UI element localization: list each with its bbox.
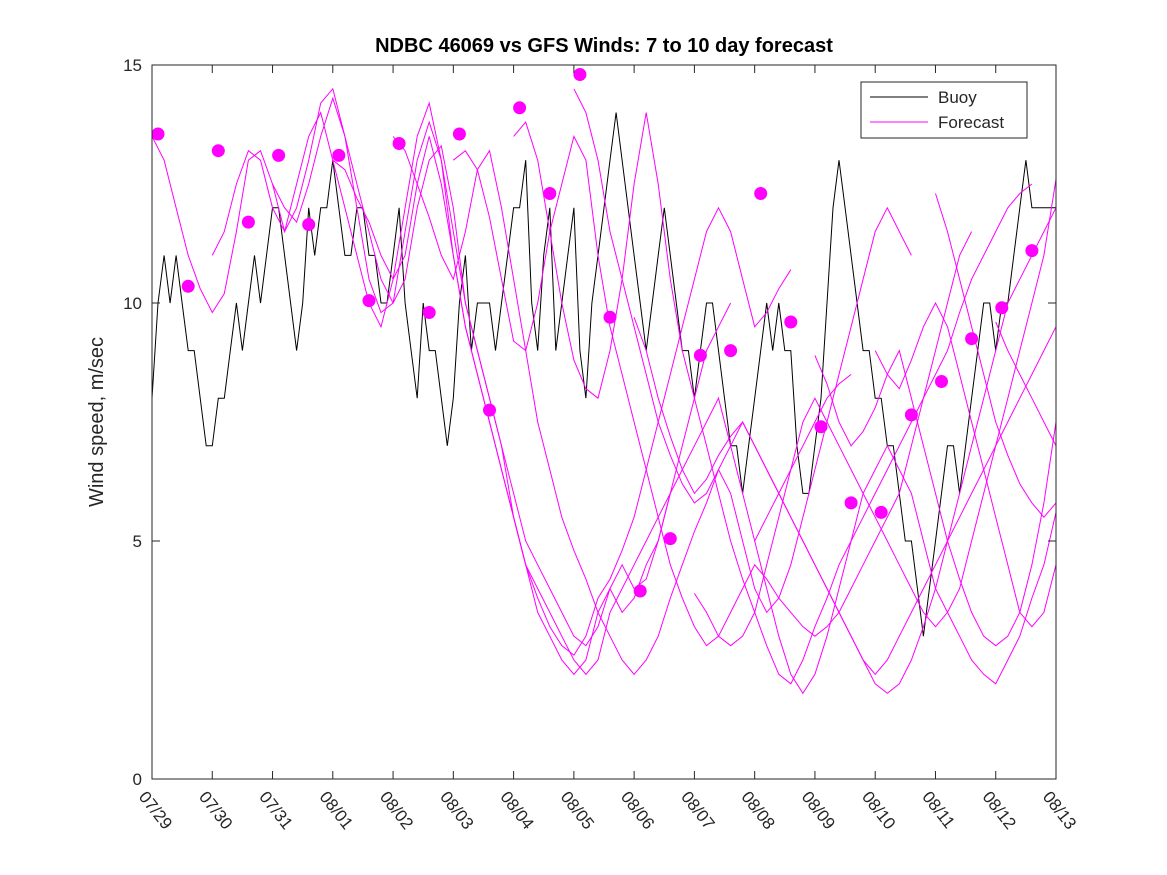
y-tick-label-15: 15 <box>123 56 142 75</box>
forecast-marker-5 <box>272 148 286 162</box>
forecast-marker-23 <box>814 420 828 434</box>
y-tick-label-10: 10 <box>123 294 142 313</box>
plot-area <box>152 65 1056 779</box>
forecast-marker-13 <box>513 101 527 115</box>
forecast-marker-19 <box>693 348 707 362</box>
forecast-run-2 <box>211 101 732 647</box>
forecast-marker-10 <box>422 306 436 319</box>
forecast-marker-4 <box>241 215 255 229</box>
forecast-run-14 <box>935 193 1057 518</box>
forecast-marker-6 <box>302 218 316 231</box>
forecast-marker-12 <box>483 403 496 417</box>
forecast-run-4 <box>332 136 852 676</box>
series-layer <box>151 68 1057 695</box>
chart-title: NDBC 46069 vs GFS Winds: 7 to 10 day for… <box>375 35 833 57</box>
forecast-run-13 <box>874 301 1057 628</box>
forecast-marker-11 <box>452 127 466 141</box>
forecast-run-3 <box>272 96 792 656</box>
forecast-marker-17 <box>633 584 647 598</box>
forecast-marker-21 <box>754 187 768 200</box>
axes-box <box>151 64 1057 780</box>
forecast-marker-20 <box>724 344 738 358</box>
forecast-marker-24 <box>844 496 858 510</box>
forecast-run-12 <box>814 349 1057 647</box>
buoy-line <box>151 112 1056 637</box>
forecast-marker-1 <box>151 127 165 141</box>
legend: Buoy Forecast <box>860 81 1028 139</box>
legend-label-buoy: Buoy <box>938 88 977 107</box>
forecast-run-6 <box>452 134 973 647</box>
forecast-marker-25 <box>874 505 888 519</box>
forecast-marker-27 <box>935 375 948 388</box>
forecast-marker-3 <box>211 144 225 158</box>
forecast-marker-15 <box>573 68 587 81</box>
forecast-marker-16 <box>603 310 617 324</box>
forecast-marker-18 <box>663 532 677 546</box>
forecast-run-11 <box>754 444 1057 695</box>
forecast-marker-7 <box>332 148 346 162</box>
y-tick-label-5: 5 <box>133 532 142 551</box>
forecast-marker-14 <box>543 187 557 200</box>
forecast-marker-29 <box>995 301 1009 315</box>
forecast-marker-9 <box>392 137 406 150</box>
forecast-marker-26 <box>904 408 918 422</box>
legend-label-forecast: Forecast <box>938 113 1004 132</box>
forecast-marker-8 <box>362 294 376 308</box>
forecast-marker-22 <box>784 315 798 329</box>
forecast-marker-30 <box>1025 244 1039 258</box>
forecast-run-7 <box>513 112 1033 685</box>
legend-box <box>860 81 1028 139</box>
forecast-run-1 <box>151 87 671 676</box>
forecast-run-9 <box>633 207 1057 694</box>
y-axis-label: Wind speed, m/sec <box>86 337 108 507</box>
forecast-marker-28 <box>965 332 979 346</box>
y-tick-label-0: 0 <box>133 770 142 789</box>
forecast-run-15 <box>995 321 1057 447</box>
forecast-run-10 <box>693 179 1057 647</box>
forecast-marker-2 <box>181 279 195 293</box>
